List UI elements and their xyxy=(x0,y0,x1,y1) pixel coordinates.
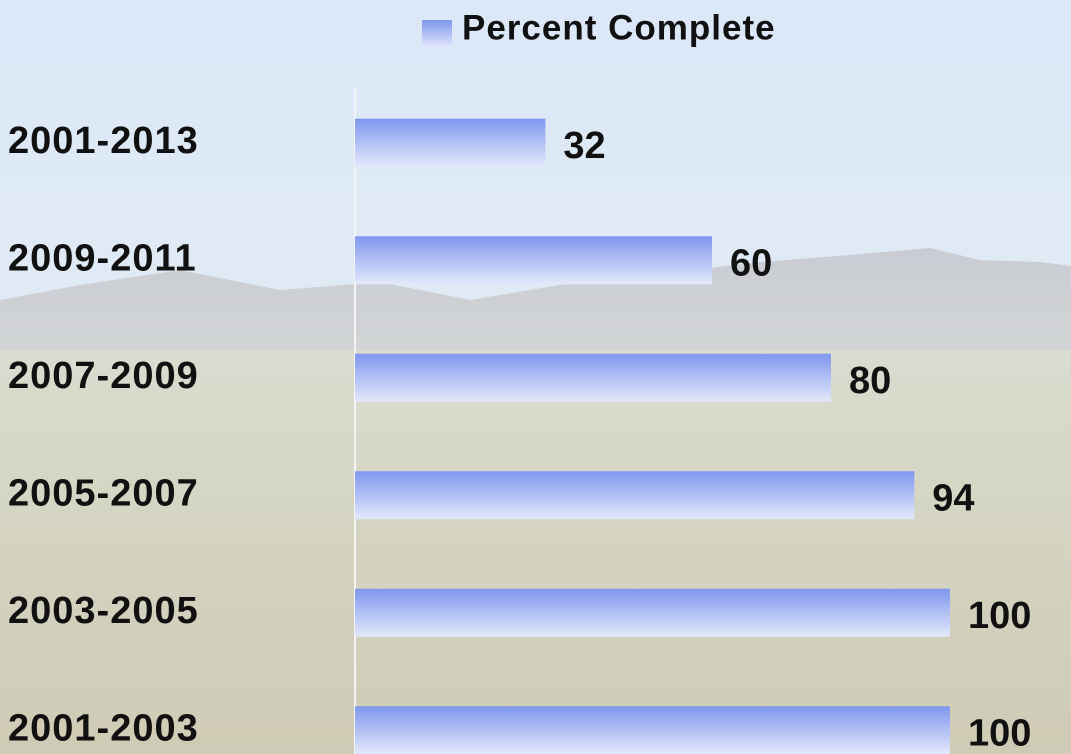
bar xyxy=(355,236,712,284)
data-label: 100 xyxy=(968,712,1031,754)
y-tick-label: 2007-2009 xyxy=(8,355,199,397)
legend: Percent Complete xyxy=(422,8,776,48)
legend-label: Percent Complete xyxy=(462,8,776,47)
bar xyxy=(355,354,831,402)
legend-swatch xyxy=(422,20,452,48)
data-label: 100 xyxy=(968,595,1031,637)
y-tick-label: 2009-2011 xyxy=(8,237,197,279)
bar xyxy=(355,119,545,167)
data-label: 94 xyxy=(932,477,974,519)
chart: Percent Complete 2001-2013 32 2009-2011 60 2… xyxy=(0,0,1071,754)
y-tick-label: 2001-2003 xyxy=(8,707,199,749)
data-label: 60 xyxy=(730,242,772,284)
y-tick-label: 2001-2013 xyxy=(8,120,199,162)
data-label: 80 xyxy=(849,360,891,402)
bar xyxy=(355,706,950,754)
bar xyxy=(355,471,914,519)
y-tick-label: 2003-2005 xyxy=(8,590,199,632)
data-label: 32 xyxy=(563,125,605,167)
bar xyxy=(355,589,950,637)
y-tick-label: 2005-2007 xyxy=(8,472,199,514)
